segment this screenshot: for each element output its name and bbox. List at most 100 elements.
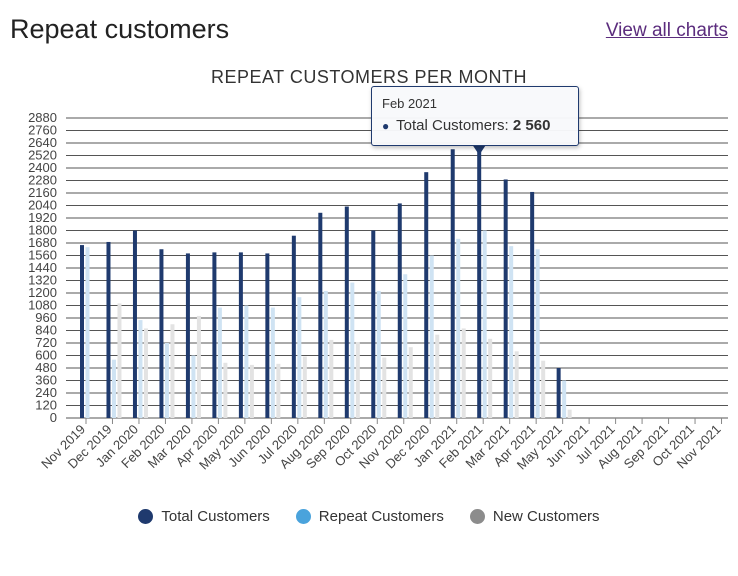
chart-legend: Total Customers Repeat Customers New Cus… xyxy=(0,508,738,525)
bar-repeat-customers[interactable] xyxy=(509,246,514,418)
bar-total-customers[interactable] xyxy=(212,252,217,418)
bar-repeat-customers[interactable] xyxy=(323,290,328,418)
chart-bars xyxy=(80,149,572,419)
bar-repeat-customers[interactable] xyxy=(350,282,355,418)
y-tick-label: 1440 xyxy=(28,260,57,275)
tooltip-value: 2 560 xyxy=(512,117,551,134)
tooltip-series-label: Total Customers: xyxy=(396,117,509,134)
y-tick-label: 960 xyxy=(35,310,57,325)
bar-repeat-customers[interactable] xyxy=(429,255,434,419)
bar-repeat-customers[interactable] xyxy=(164,343,169,418)
bar-new-customers[interactable] xyxy=(461,328,466,418)
bar-new-customers[interactable] xyxy=(541,360,546,418)
legend-label-new: New Customers xyxy=(492,508,600,525)
page-title: Repeat customers xyxy=(10,14,230,44)
bar-new-customers[interactable] xyxy=(276,363,281,418)
y-tick-label: 600 xyxy=(35,348,57,363)
bar-total-customers[interactable] xyxy=(397,203,402,418)
y-tick-label: 2760 xyxy=(28,123,57,138)
y-tick-label: 840 xyxy=(35,323,57,338)
chart-tooltip: Feb 2021 ● Total Customers: 2 560 xyxy=(371,86,579,146)
legend-dot-repeat-icon xyxy=(295,509,311,524)
legend-dot-new-icon xyxy=(469,509,485,524)
y-tick-label: 240 xyxy=(35,385,57,400)
y-tick-label: 1560 xyxy=(28,248,57,263)
bar-total-customers[interactable] xyxy=(371,230,376,419)
bar-repeat-customers[interactable] xyxy=(217,307,222,418)
bar-total-customers[interactable] xyxy=(159,249,164,418)
bar-new-customers[interactable] xyxy=(249,364,254,418)
legend-item-total[interactable]: Total Customers xyxy=(138,508,270,525)
bar-total-customers[interactable] xyxy=(503,179,508,418)
y-tick-label: 120 xyxy=(35,398,57,413)
bar-repeat-customers[interactable] xyxy=(482,230,487,419)
tooltip-pointer xyxy=(473,146,486,155)
legend-label-total: Total Customers xyxy=(161,508,270,525)
bar-new-customers[interactable] xyxy=(488,338,493,418)
y-tick-label: 360 xyxy=(35,373,57,388)
legend-item-repeat[interactable]: Repeat Customers xyxy=(295,508,444,525)
bar-total-customers[interactable] xyxy=(530,191,535,418)
bar-total-customers[interactable] xyxy=(185,253,190,418)
bar-repeat-customers[interactable] xyxy=(562,380,567,419)
bar-new-customers[interactable] xyxy=(117,303,122,418)
bar-new-customers[interactable] xyxy=(408,347,413,418)
bar-total-customers[interactable] xyxy=(556,368,561,418)
bar-new-customers[interactable] xyxy=(514,351,519,418)
y-tick-label: 2880 xyxy=(28,110,57,125)
bar-new-customers[interactable] xyxy=(143,328,148,418)
bar-repeat-customers[interactable] xyxy=(191,355,196,419)
bar-new-customers[interactable] xyxy=(435,334,440,418)
chart-gridlines xyxy=(66,117,728,419)
bar-total-customers[interactable] xyxy=(106,241,111,418)
bar-new-customers[interactable] xyxy=(567,409,572,418)
chart-title: REPEAT CUSTOMERS PER MONTH xyxy=(211,67,527,87)
tooltip-date: Feb 2021 xyxy=(382,96,437,111)
bar-total-customers[interactable] xyxy=(450,149,455,418)
bar-new-customers[interactable] xyxy=(355,341,360,418)
bar-total-customers[interactable] xyxy=(238,252,243,418)
bar-repeat-customers[interactable] xyxy=(376,290,381,418)
bar-total-customers[interactable] xyxy=(344,206,349,418)
y-tick-label: 0 xyxy=(50,410,57,425)
bar-new-customers[interactable] xyxy=(302,356,307,418)
y-tick-label: 2040 xyxy=(28,198,57,213)
y-tick-label: 2280 xyxy=(28,173,57,188)
bar-total-customers[interactable] xyxy=(424,172,429,418)
bar-new-customers[interactable] xyxy=(382,357,387,418)
repeat-customers-chart: REPEAT CUSTOMERS PER MONTH 0120240360480… xyxy=(28,67,728,472)
y-tick-label: 1200 xyxy=(28,285,57,300)
bar-total-customers[interactable] xyxy=(80,245,84,418)
view-all-charts-link[interactable]: View all charts xyxy=(605,20,728,41)
y-tick-label: 2520 xyxy=(28,148,57,163)
bar-new-customers[interactable] xyxy=(223,362,228,418)
y-tick-label: 1800 xyxy=(28,223,57,238)
bar-new-customers[interactable] xyxy=(329,339,334,418)
bar-repeat-customers[interactable] xyxy=(111,359,116,418)
bar-repeat-customers[interactable] xyxy=(456,238,461,418)
bar-total-customers[interactable] xyxy=(265,253,270,418)
y-tick-label: 2160 xyxy=(28,185,57,200)
bar-repeat-customers[interactable] xyxy=(138,320,143,418)
bar-total-customers[interactable] xyxy=(291,235,296,418)
bar-total-customers[interactable] xyxy=(318,212,323,418)
legend-label-repeat: Repeat Customers xyxy=(318,508,444,525)
bar-repeat-customers[interactable] xyxy=(297,297,302,418)
bar-total-customers[interactable] xyxy=(132,230,137,419)
y-tick-label: 2640 xyxy=(28,135,57,150)
bar-repeat-customers[interactable] xyxy=(535,249,540,418)
bar-repeat-customers[interactable] xyxy=(85,247,90,418)
bar-repeat-customers[interactable] xyxy=(244,305,249,419)
y-axis: 0120240360480600720840960108012001320144… xyxy=(28,110,57,425)
tooltip-row: ● Total Customers: 2 560 xyxy=(382,117,568,134)
bar-new-customers[interactable] xyxy=(170,324,175,418)
y-tick-label: 1080 xyxy=(28,298,57,313)
bar-repeat-customers[interactable] xyxy=(270,307,275,418)
bar-new-customers[interactable] xyxy=(196,315,201,418)
y-tick-label: 1920 xyxy=(28,210,57,225)
bar-total-customers[interactable] xyxy=(477,151,482,419)
bar-repeat-customers[interactable] xyxy=(403,274,408,418)
y-tick-label: 1320 xyxy=(28,273,57,288)
legend-item-new[interactable]: New Customers xyxy=(469,508,600,525)
